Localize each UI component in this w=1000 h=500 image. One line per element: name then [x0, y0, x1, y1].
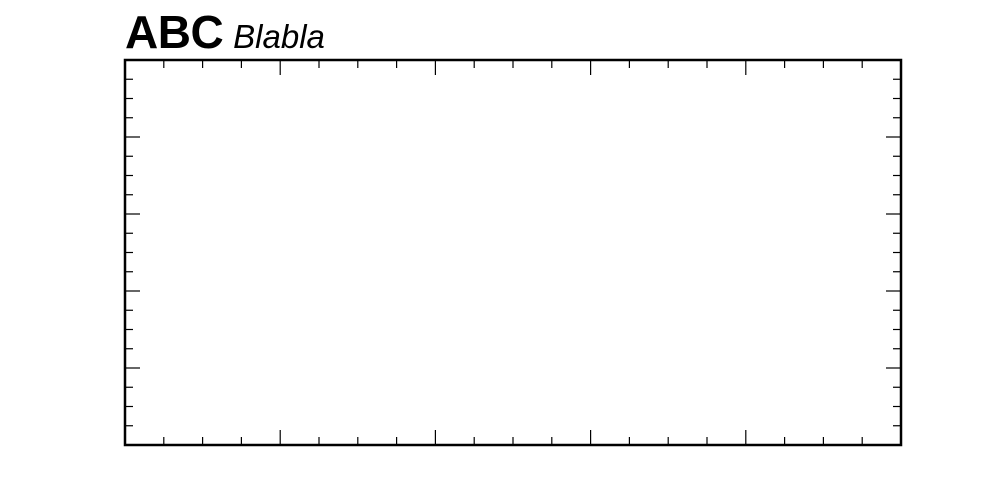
chart-title: ABC Blabla — [125, 6, 325, 58]
x-axis-ticks — [163, 60, 863, 445]
plot-frame — [123, 58, 903, 447]
y-axis-ticks — [125, 78, 901, 427]
chart-title-bold: ABC — [125, 6, 224, 58]
chart-title-italic: Blabla — [233, 18, 325, 55]
